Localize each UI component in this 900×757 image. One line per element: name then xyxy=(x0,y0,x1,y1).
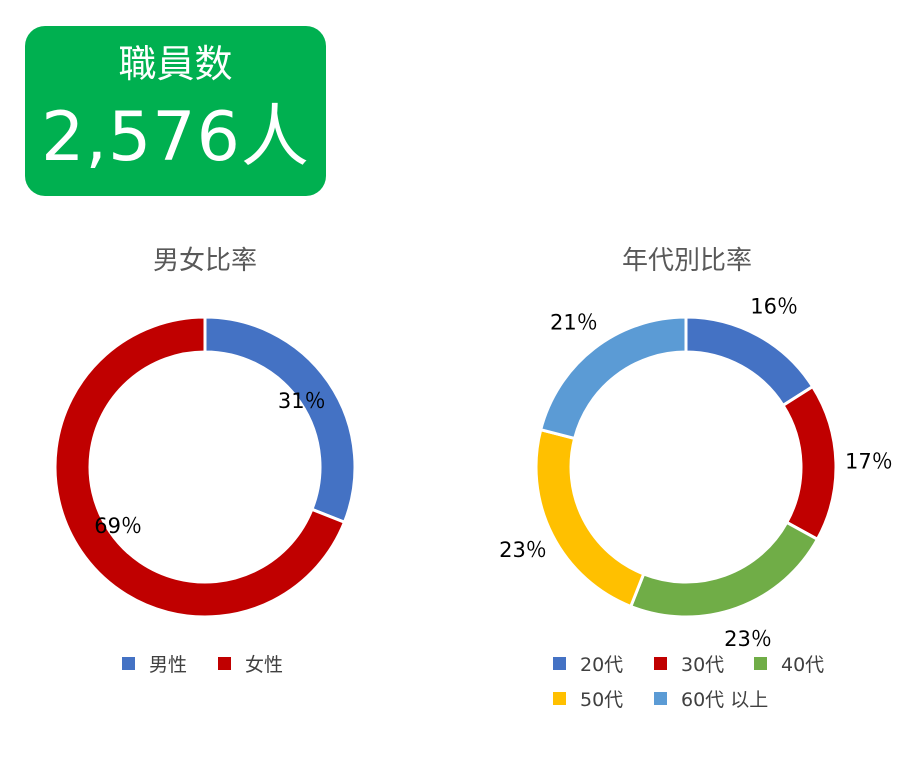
age-legend-label-0: 20代 xyxy=(580,654,624,676)
age-legend-item-4: 60代 以上 xyxy=(654,685,768,712)
age-chart-title: 年代別比率 xyxy=(621,246,752,276)
staff-count-value: 2,576人 xyxy=(41,98,310,177)
staff-count-label: 職員数 xyxy=(118,42,233,86)
age-data-label-2: 23％ xyxy=(724,627,772,651)
age-slice-1 xyxy=(781,384,838,542)
age-data-label-1: 17％ xyxy=(845,449,893,473)
gender-data-label-1: 69％ xyxy=(94,514,142,538)
age-legend-item-3: 50代 xyxy=(553,685,623,712)
age-legend-swatch-0 xyxy=(553,657,566,670)
gender-slice-0 xyxy=(203,315,357,525)
age-slice-0 xyxy=(684,315,815,408)
age-legend-swatch-2 xyxy=(754,657,767,670)
age-legend-item-1: 30代 xyxy=(654,650,724,677)
gender-slice-1 xyxy=(53,315,347,619)
age-slice-2 xyxy=(628,520,820,619)
gender-legend-swatch-0 xyxy=(122,657,135,670)
age-data-label-0: 16％ xyxy=(750,295,798,319)
gender-chart-title: 男女比率 xyxy=(152,246,257,276)
age-slice-4 xyxy=(538,315,688,441)
age-legend-label-1: 30代 xyxy=(681,654,725,676)
gender-legend-label-1: 女性 xyxy=(245,654,284,676)
age-legend-swatch-4 xyxy=(654,692,667,705)
age-legend-swatch-3 xyxy=(553,692,566,705)
age-legend-item-0: 20代 xyxy=(553,650,623,677)
gender-legend-item-0: 男性 xyxy=(122,650,187,677)
age-legend-label-4: 60代 以上 xyxy=(681,689,769,711)
age-legend-item-2: 40代 xyxy=(754,650,824,677)
age-data-label-4: 21％ xyxy=(550,310,598,334)
gender-data-label-0: 31％ xyxy=(278,389,326,413)
age-legend-label-3: 50代 xyxy=(580,689,624,711)
staff-count-card: 職員数 2,576人 xyxy=(25,26,326,196)
age-slice-3 xyxy=(534,427,646,609)
gender-legend-label-0: 男性 xyxy=(149,654,188,676)
gender-legend-item-1: 女性 xyxy=(218,650,283,677)
age-legend-swatch-1 xyxy=(654,657,667,670)
age-legend-label-2: 40代 xyxy=(781,654,825,676)
age-data-label-3: 23％ xyxy=(499,538,547,562)
gender-legend-swatch-1 xyxy=(218,657,231,670)
